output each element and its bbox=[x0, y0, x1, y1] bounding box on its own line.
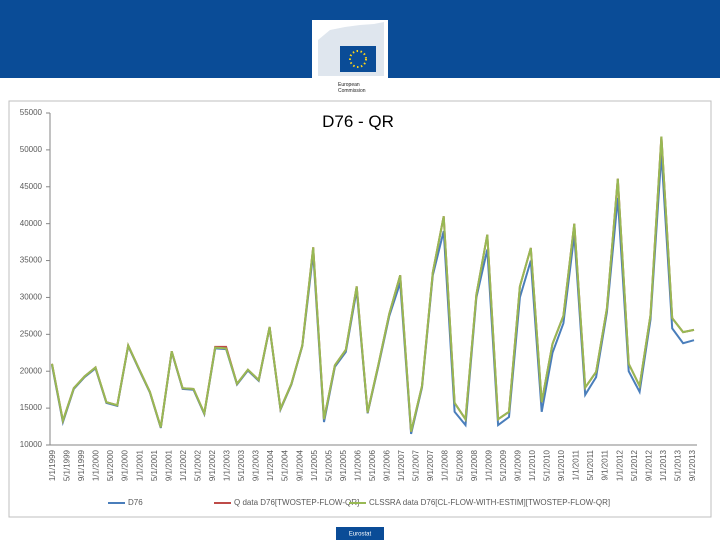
x-tick-label: 5/1/2001 bbox=[150, 449, 159, 481]
x-tick-label: 1/1/2010 bbox=[528, 449, 537, 481]
y-tick-label: 25000 bbox=[20, 329, 43, 338]
x-tick-label: 5/1/2013 bbox=[673, 449, 682, 481]
x-tick-label: 1/1/2011 bbox=[572, 449, 581, 480]
x-tick-label: 1/1/2002 bbox=[179, 449, 188, 481]
x-tick-label: 5/1/2005 bbox=[324, 449, 333, 481]
x-tick-label: 9/1/2013 bbox=[688, 449, 697, 481]
x-tick-label: 1/1/2004 bbox=[266, 449, 275, 481]
y-tick-label: 35000 bbox=[20, 256, 43, 265]
x-tick-label: 1/1/1999 bbox=[48, 449, 57, 481]
x-tick-label: 9/1/2011 bbox=[601, 449, 610, 480]
footer-label: Eurostat bbox=[349, 532, 372, 538]
y-tick-label: 40000 bbox=[20, 219, 43, 228]
x-tick-label: 5/1/2000 bbox=[106, 449, 115, 481]
x-tick-label: 5/1/2012 bbox=[630, 449, 639, 481]
logo: European Commission bbox=[312, 20, 388, 100]
x-tick-label: 9/1/2004 bbox=[295, 449, 304, 481]
chart-frame bbox=[8, 100, 712, 518]
x-tick-label: 9/1/2000 bbox=[121, 449, 130, 481]
logo-text: European Commission bbox=[338, 82, 366, 94]
x-tick-label: 5/1/2004 bbox=[281, 449, 290, 481]
x-tick-label: 9/1/2009 bbox=[513, 449, 522, 481]
chart-title: D76 - QR bbox=[322, 112, 394, 131]
x-tick-label: 5/1/2003 bbox=[237, 449, 246, 481]
x-tick-label: 9/1/2010 bbox=[557, 449, 566, 481]
series-line bbox=[51, 136, 695, 432]
x-tick-label: 9/1/2006 bbox=[383, 449, 392, 481]
x-tick-label: 1/1/2008 bbox=[441, 449, 450, 481]
x-tick-label: 1/1/2012 bbox=[615, 449, 624, 481]
logo-stars bbox=[349, 50, 367, 68]
legend-label: CLSSRA data D76[CL-FLOW-WITH-ESTIM][TWOS… bbox=[369, 498, 610, 507]
y-tick-label: 45000 bbox=[20, 182, 43, 191]
x-tick-label: 9/1/2008 bbox=[470, 449, 479, 481]
x-tick-label: 5/1/2009 bbox=[499, 449, 508, 481]
x-tick-label: 5/1/2006 bbox=[368, 449, 377, 481]
x-tick-label: 1/1/2001 bbox=[135, 449, 144, 481]
x-tick-label: 9/1/2007 bbox=[426, 449, 435, 481]
y-tick-label: 50000 bbox=[20, 145, 43, 154]
x-tick-label: 1/1/2006 bbox=[353, 449, 362, 481]
logo-flag bbox=[340, 46, 376, 72]
x-tick-label: 9/1/2003 bbox=[252, 449, 261, 481]
x-tick-label: 9/1/1999 bbox=[77, 449, 86, 481]
x-tick-label: 1/1/2000 bbox=[92, 449, 101, 481]
x-tick-label: 1/1/2005 bbox=[310, 449, 319, 481]
x-tick-label: 9/1/2005 bbox=[339, 449, 348, 481]
y-tick-label: 20000 bbox=[20, 366, 43, 375]
x-tick-label: 1/1/2007 bbox=[397, 449, 406, 481]
x-tick-label: 9/1/2002 bbox=[208, 449, 217, 481]
x-tick-label: 5/1/1999 bbox=[63, 449, 72, 481]
x-tick-label: 5/1/2002 bbox=[193, 449, 202, 481]
x-tick-label: 1/1/2003 bbox=[223, 449, 232, 481]
x-tick-label: 9/1/2001 bbox=[164, 449, 173, 481]
footer-box bbox=[336, 527, 384, 540]
x-tick-label: 5/1/2010 bbox=[543, 449, 552, 481]
x-tick-label: 5/1/2007 bbox=[412, 449, 421, 481]
y-tick-label: 15000 bbox=[20, 403, 43, 412]
x-tick-label: 5/1/2011 bbox=[586, 449, 595, 480]
legend-label: D76 bbox=[128, 498, 143, 507]
x-tick-label: 5/1/2008 bbox=[455, 449, 464, 481]
y-tick-label: 30000 bbox=[20, 293, 43, 302]
y-tick-label: 10000 bbox=[20, 440, 43, 449]
legend-label: Q data D76[TWOSTEP-FLOW-QR] bbox=[234, 498, 359, 507]
x-tick-label: 1/1/2013 bbox=[659, 449, 668, 481]
y-tick-label: 55000 bbox=[20, 108, 43, 117]
x-tick-label: 9/1/2012 bbox=[644, 449, 653, 481]
x-tick-label: 1/1/2009 bbox=[484, 449, 493, 481]
